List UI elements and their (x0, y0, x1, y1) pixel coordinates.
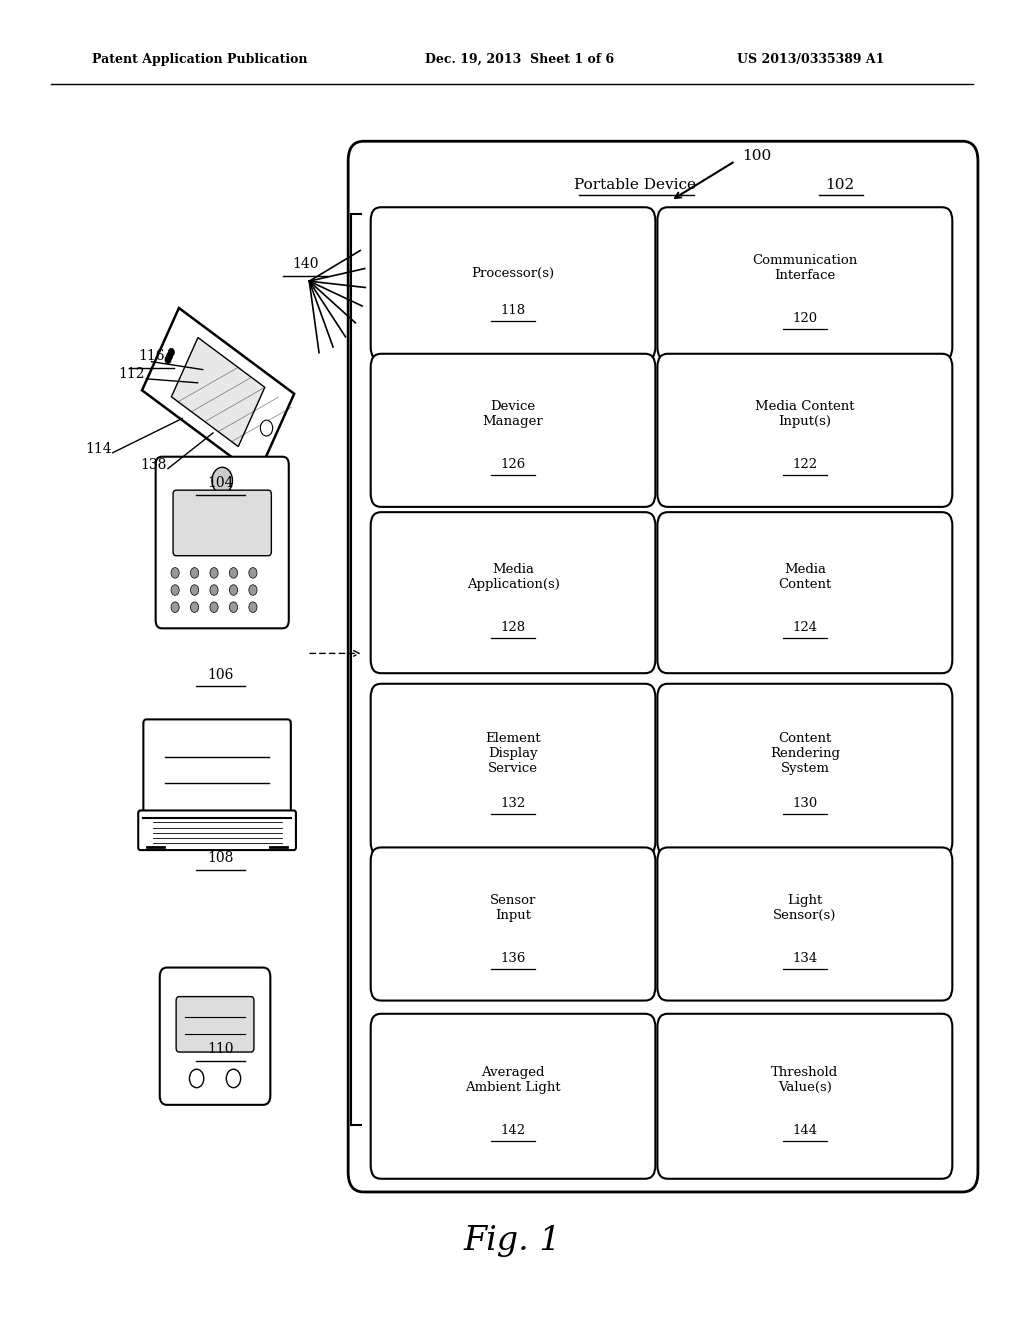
Text: 112: 112 (118, 367, 144, 380)
Circle shape (190, 602, 199, 612)
FancyBboxPatch shape (143, 719, 291, 822)
FancyBboxPatch shape (371, 1014, 655, 1179)
FancyBboxPatch shape (371, 354, 655, 507)
Circle shape (210, 568, 218, 578)
Text: 102: 102 (825, 178, 854, 191)
Circle shape (229, 602, 238, 612)
Text: 138: 138 (140, 458, 167, 471)
Text: Threshold
Value(s): Threshold Value(s) (771, 1067, 839, 1094)
Text: 100: 100 (742, 149, 772, 162)
Text: 128: 128 (501, 620, 525, 634)
Circle shape (249, 602, 257, 612)
FancyBboxPatch shape (371, 207, 655, 360)
Circle shape (171, 602, 179, 612)
Circle shape (171, 568, 179, 578)
Text: 106: 106 (207, 668, 233, 681)
FancyBboxPatch shape (657, 207, 952, 360)
FancyBboxPatch shape (173, 490, 271, 556)
Polygon shape (171, 338, 265, 446)
Circle shape (165, 356, 171, 364)
Circle shape (190, 568, 199, 578)
Text: 108: 108 (207, 851, 233, 865)
Text: Dec. 19, 2013  Sheet 1 of 6: Dec. 19, 2013 Sheet 1 of 6 (425, 53, 614, 66)
FancyBboxPatch shape (657, 512, 952, 673)
Text: 142: 142 (501, 1125, 525, 1137)
Text: Element
Display
Service: Element Display Service (485, 733, 541, 775)
FancyBboxPatch shape (657, 847, 952, 1001)
Circle shape (210, 602, 218, 612)
Text: Portable Device: Portable Device (573, 178, 696, 191)
FancyBboxPatch shape (138, 810, 296, 850)
Text: Patent Application Publication: Patent Application Publication (92, 53, 307, 66)
Text: 122: 122 (793, 458, 817, 471)
Text: Processor(s): Processor(s) (471, 267, 555, 280)
Text: Light
Sensor(s): Light Sensor(s) (773, 894, 837, 923)
Circle shape (190, 585, 199, 595)
Text: US 2013/0335389 A1: US 2013/0335389 A1 (737, 53, 885, 66)
FancyBboxPatch shape (657, 684, 952, 855)
Circle shape (210, 585, 218, 595)
Polygon shape (142, 308, 294, 477)
Text: Content
Rendering
System: Content Rendering System (770, 733, 840, 775)
Circle shape (249, 585, 257, 595)
Text: 120: 120 (793, 312, 817, 325)
FancyBboxPatch shape (657, 1014, 952, 1179)
Circle shape (167, 352, 173, 360)
Circle shape (171, 585, 179, 595)
Circle shape (189, 1069, 204, 1088)
Circle shape (229, 568, 238, 578)
FancyBboxPatch shape (371, 512, 655, 673)
Text: Media Content
Input(s): Media Content Input(s) (755, 400, 855, 429)
Circle shape (212, 467, 232, 494)
Text: 114: 114 (85, 442, 112, 455)
FancyBboxPatch shape (156, 457, 289, 628)
Text: 126: 126 (501, 458, 525, 471)
Text: 104: 104 (207, 477, 233, 490)
Text: 118: 118 (501, 304, 525, 317)
Text: 144: 144 (793, 1125, 817, 1137)
Circle shape (229, 585, 238, 595)
Circle shape (260, 420, 272, 436)
Circle shape (249, 568, 257, 578)
Text: 130: 130 (793, 797, 817, 810)
Text: Sensor
Input: Sensor Input (489, 894, 537, 923)
Circle shape (226, 1069, 241, 1088)
Text: 134: 134 (793, 952, 817, 965)
FancyBboxPatch shape (176, 997, 254, 1052)
FancyBboxPatch shape (371, 684, 655, 855)
FancyBboxPatch shape (348, 141, 978, 1192)
Text: 116: 116 (138, 350, 165, 363)
Circle shape (168, 348, 174, 356)
Text: 136: 136 (501, 952, 525, 965)
FancyBboxPatch shape (371, 847, 655, 1001)
Text: Device
Manager: Device Manager (482, 400, 544, 429)
Text: 124: 124 (793, 620, 817, 634)
Text: Media
Content: Media Content (778, 562, 831, 591)
Text: Media
Application(s): Media Application(s) (467, 562, 559, 591)
FancyBboxPatch shape (657, 354, 952, 507)
Text: Communication
Interface: Communication Interface (753, 253, 857, 282)
Text: 110: 110 (207, 1043, 233, 1056)
Text: Averaged
Ambient Light: Averaged Ambient Light (465, 1067, 561, 1094)
Text: Fig. 1: Fig. 1 (463, 1225, 561, 1257)
FancyBboxPatch shape (160, 968, 270, 1105)
Text: 132: 132 (501, 797, 525, 810)
Text: 140: 140 (292, 257, 318, 271)
